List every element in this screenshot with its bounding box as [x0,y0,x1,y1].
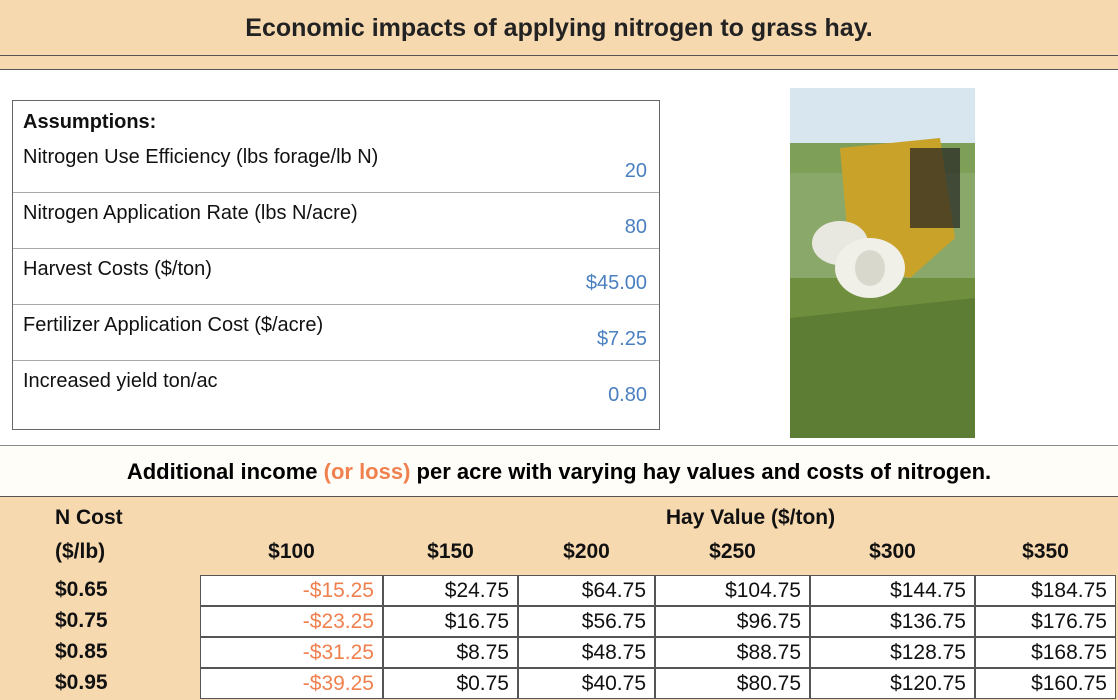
column-header: $300 [810,540,975,564]
cell: $128.75 [810,637,975,668]
assumption-label: Nitrogen Use Efficiency (lbs forage/lb N… [23,146,378,169]
cell: $176.75 [975,606,1116,637]
row-label: $0.65 [55,578,108,602]
caption: Additional income (or loss) per acre wit… [0,445,1118,497]
row-line [13,360,659,361]
assumption-value: 20 [625,160,647,183]
cell: $16.75 [383,606,518,637]
caption-part: (or loss) [324,459,411,484]
cell: -$39.25 [200,668,383,699]
row-header: ($/lb) [55,540,105,564]
assumptions-title: Assumptions: [23,111,156,134]
column-header: $150 [383,540,518,564]
cell: -$15.25 [200,575,383,606]
assumption-value: $45.00 [586,272,647,295]
page: Economic impacts of applying nitrogen to… [0,0,1118,700]
caption-part: per acre with varying hay values and cos… [410,459,991,484]
row-header: N Cost [55,506,123,530]
cell: $136.75 [810,606,975,637]
cell: $48.75 [518,637,655,668]
cell: $104.75 [655,575,810,606]
row-line [13,304,659,305]
title: Economic impacts of applying nitrogen to… [0,0,1118,56]
cell: -$31.25 [200,637,383,668]
assumption-label: Increased yield ton/ac [23,370,218,393]
column-header: $200 [518,540,655,564]
row-line [13,248,659,249]
assumptions-box: Assumptions: Nitrogen Use Efficiency (lb… [12,100,660,430]
assumption-value: 0.80 [608,384,647,407]
column-header: $250 [655,540,810,564]
row-line [13,192,659,193]
cell: $56.75 [518,606,655,637]
cell: $168.75 [975,637,1116,668]
group-header: Hay Value ($/ton) [383,506,1118,530]
cell: $24.75 [383,575,518,606]
assumption-label: Fertilizer Application Cost ($/acre) [23,314,323,337]
hay-photo [790,88,975,438]
cell: $96.75 [655,606,810,637]
cell: $160.75 [975,668,1116,699]
caption-part: Additional income [127,459,324,484]
strip [0,56,1118,70]
cell: $80.75 [655,668,810,699]
cell: $0.75 [383,668,518,699]
row-label: $0.85 [55,640,108,664]
cell: $184.75 [975,575,1116,606]
assumption-value: $7.25 [597,328,647,351]
cell: $88.75 [655,637,810,668]
assumption-label: Nitrogen Application Rate (lbs N/acre) [23,202,358,225]
cell: $64.75 [518,575,655,606]
cell: -$23.25 [200,606,383,637]
row-label: $0.95 [55,671,108,695]
column-header: $100 [200,540,383,564]
row-label: $0.75 [55,609,108,633]
assumption-value: 80 [625,216,647,239]
assumption-label: Harvest Costs ($/ton) [23,258,212,281]
cell: $144.75 [810,575,975,606]
cell: $8.75 [383,637,518,668]
cell: $40.75 [518,668,655,699]
column-header: $350 [975,540,1116,564]
cell: $120.75 [810,668,975,699]
